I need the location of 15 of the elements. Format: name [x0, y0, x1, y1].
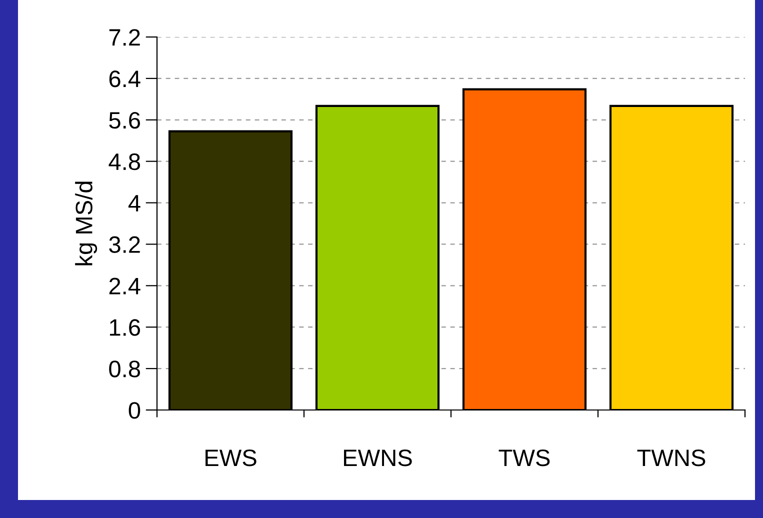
y-axis-title: kg MS/d: [75, 182, 98, 266]
y-tick-label: 1.6: [110, 319, 140, 336]
x-tick-label: TWS: [498, 450, 550, 466]
y-tick-label: 7.2: [109, 29, 140, 46]
y-tick-label: 0: [128, 402, 140, 419]
y-tick-label: 2.4: [109, 278, 140, 294]
y-tick-label: 3.2: [109, 236, 140, 254]
x-tick-label: TWNS: [637, 450, 706, 466]
y-tick-label: 5.6: [109, 112, 140, 129]
y-tick-label: 0.8: [109, 360, 140, 378]
x-tick-label: EWS: [206, 450, 256, 466]
y-tick-label: 4: [128, 195, 140, 212]
x-tick-label: EWNS: [344, 450, 412, 466]
y-tick-label: 4.8: [108, 153, 140, 170]
y-tick-label: 6.4: [109, 70, 140, 88]
